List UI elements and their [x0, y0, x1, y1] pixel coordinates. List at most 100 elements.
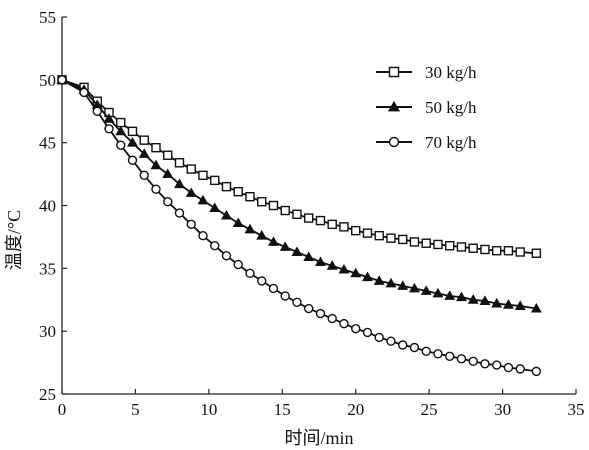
- data-point: [444, 290, 456, 300]
- data-point: [221, 251, 232, 261]
- data-point: [491, 360, 502, 370]
- data-point: [374, 332, 384, 343]
- data-point: [256, 230, 268, 240]
- data-point: [163, 197, 173, 207]
- data-point: [233, 186, 243, 197]
- data-point: [315, 308, 326, 319]
- data-point: [209, 202, 221, 212]
- data-point: [456, 242, 467, 252]
- series-triangle: [56, 74, 542, 313]
- data-point: [503, 246, 514, 256]
- data-point: [445, 241, 455, 251]
- legend-item: 30 kg/h: [376, 63, 477, 82]
- data-point: [515, 247, 525, 257]
- data-point: [503, 362, 514, 373]
- series-square: [57, 75, 542, 258]
- data-point: [116, 117, 126, 128]
- data-point: [151, 184, 161, 194]
- x-tick-label: 30: [494, 400, 511, 419]
- data-point: [433, 239, 443, 250]
- legend-item: 50 kg/h: [376, 98, 477, 117]
- data-point: [531, 366, 542, 377]
- data-point: [421, 238, 431, 248]
- x-tick-label: 35: [568, 400, 585, 419]
- data-point: [502, 299, 514, 309]
- data-point: [257, 276, 267, 286]
- data-point: [362, 271, 373, 282]
- data-point: [197, 194, 209, 205]
- data-point: [221, 209, 232, 220]
- data-point: [409, 342, 420, 353]
- data-point: [150, 159, 162, 170]
- data-point: [398, 234, 408, 245]
- data-point: [304, 303, 314, 314]
- data-point: [280, 205, 290, 216]
- data-point: [186, 164, 196, 174]
- data-point: [233, 259, 243, 270]
- data-point: [409, 237, 420, 247]
- data-point: [315, 215, 326, 226]
- data-point: [339, 222, 349, 232]
- data-point: [221, 181, 232, 192]
- y-tick-label: 25: [39, 385, 56, 404]
- data-point: [186, 219, 196, 230]
- data-point: [530, 302, 542, 313]
- data-point: [479, 295, 491, 305]
- data-point: [433, 349, 443, 359]
- data-point: [245, 268, 255, 279]
- data-point: [327, 313, 337, 324]
- data-point: [210, 241, 220, 251]
- data-point: [104, 124, 114, 134]
- data-point: [362, 327, 373, 338]
- data-point: [127, 137, 138, 147]
- data-point: [467, 294, 479, 304]
- data-point: [139, 170, 149, 181]
- data-point: [79, 87, 89, 98]
- data-point: [515, 364, 525, 374]
- data-point: [292, 297, 302, 307]
- data-point: [514, 300, 526, 310]
- data-point: [455, 291, 467, 302]
- data-point: [315, 256, 326, 266]
- data-point: [174, 158, 185, 168]
- legend-label: 50 kg/h: [425, 98, 477, 117]
- data-point: [162, 168, 174, 179]
- data-point: [303, 251, 315, 261]
- y-tick-label: 40: [39, 197, 56, 216]
- data-point: [92, 106, 102, 116]
- data-point: [385, 277, 397, 288]
- data-point: [386, 233, 396, 243]
- data-point: [210, 175, 220, 186]
- data-point: [151, 142, 161, 153]
- axes: 0 5 10 15 20 25 30 35 25 30 35 40 45 50 55: [39, 8, 585, 419]
- data-point: [245, 192, 255, 202]
- data-point: [420, 285, 432, 295]
- data-point: [445, 351, 455, 361]
- legend-label: 70 kg/h: [425, 133, 477, 152]
- series-layer: [56, 74, 542, 377]
- data-point: [127, 126, 138, 137]
- data-point: [350, 267, 362, 278]
- legend-label: 30 kg/h: [425, 63, 477, 82]
- series-line: [61, 79, 537, 373]
- data-point: [386, 336, 396, 346]
- y-tick-label: 45: [39, 134, 56, 153]
- data-point: [374, 230, 384, 241]
- data-point: [291, 246, 303, 256]
- data-point: [292, 209, 302, 219]
- data-point: [57, 75, 67, 85]
- x-tick-label: 25: [421, 400, 438, 419]
- y-tick-label: 55: [39, 8, 56, 27]
- data-point: [468, 356, 478, 367]
- series-line: [61, 78, 537, 310]
- data-point: [432, 287, 444, 298]
- legend-marker: [388, 66, 400, 78]
- data-point: [232, 217, 244, 228]
- data-point: [397, 280, 409, 290]
- legend-item: 70 kg/h: [376, 133, 477, 152]
- data-point: [327, 219, 337, 230]
- data-point: [115, 125, 127, 136]
- data-point: [163, 150, 173, 160]
- data-point: [268, 283, 279, 294]
- data-point: [257, 197, 267, 207]
